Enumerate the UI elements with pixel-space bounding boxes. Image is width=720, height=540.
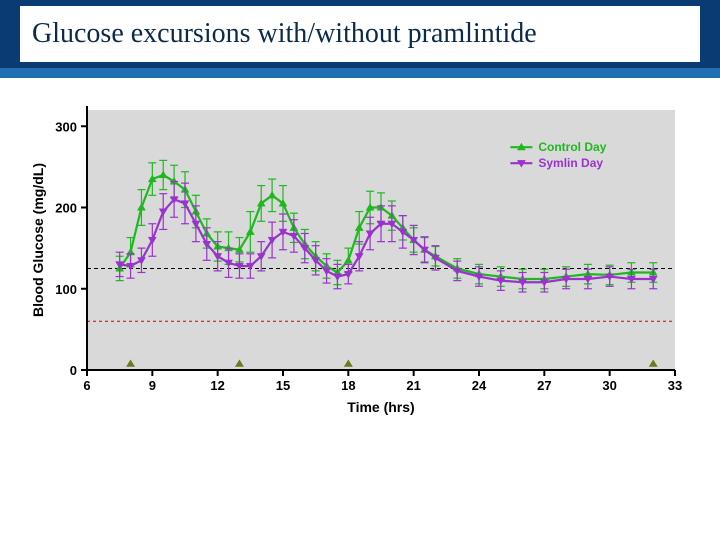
svg-text:9: 9 xyxy=(149,378,156,393)
svg-text:18: 18 xyxy=(341,378,355,393)
legend-label-0: Control Day xyxy=(538,140,606,154)
slide-title: Glucose excursions with/without pramlint… xyxy=(32,18,537,50)
svg-text:12: 12 xyxy=(210,378,224,393)
svg-text:21: 21 xyxy=(406,378,420,393)
y-axis-label: Blood Glucose (mg/dL) xyxy=(30,163,46,317)
svg-text:200: 200 xyxy=(55,201,77,216)
banner-accent xyxy=(0,68,720,78)
svg-text:0: 0 xyxy=(70,363,77,378)
legend-label-1: Symlin Day xyxy=(538,156,603,170)
svg-text:30: 30 xyxy=(602,378,616,393)
svg-text:6: 6 xyxy=(83,378,90,393)
svg-text:15: 15 xyxy=(276,378,290,393)
chart-svg: 0 100 200 300 6 9 12 15 18 21 24 27 30 33 Blood Glucos… xyxy=(25,100,695,420)
svg-text:100: 100 xyxy=(55,282,77,297)
svg-text:33: 33 xyxy=(668,378,682,393)
svg-text:27: 27 xyxy=(537,378,551,393)
legend: Control Day Symlin Day xyxy=(504,135,622,177)
slide: Glucose excursions with/without pramlint… xyxy=(0,0,720,540)
x-axis-label: Time (hrs) xyxy=(347,399,414,415)
svg-text:24: 24 xyxy=(472,378,487,393)
glucose-chart: 0 100 200 300 6 9 12 15 18 21 24 27 30 33 Blood Glucos… xyxy=(25,100,695,420)
svg-text:300: 300 xyxy=(55,119,77,134)
title-container: Glucose excursions with/without pramlint… xyxy=(20,6,700,62)
